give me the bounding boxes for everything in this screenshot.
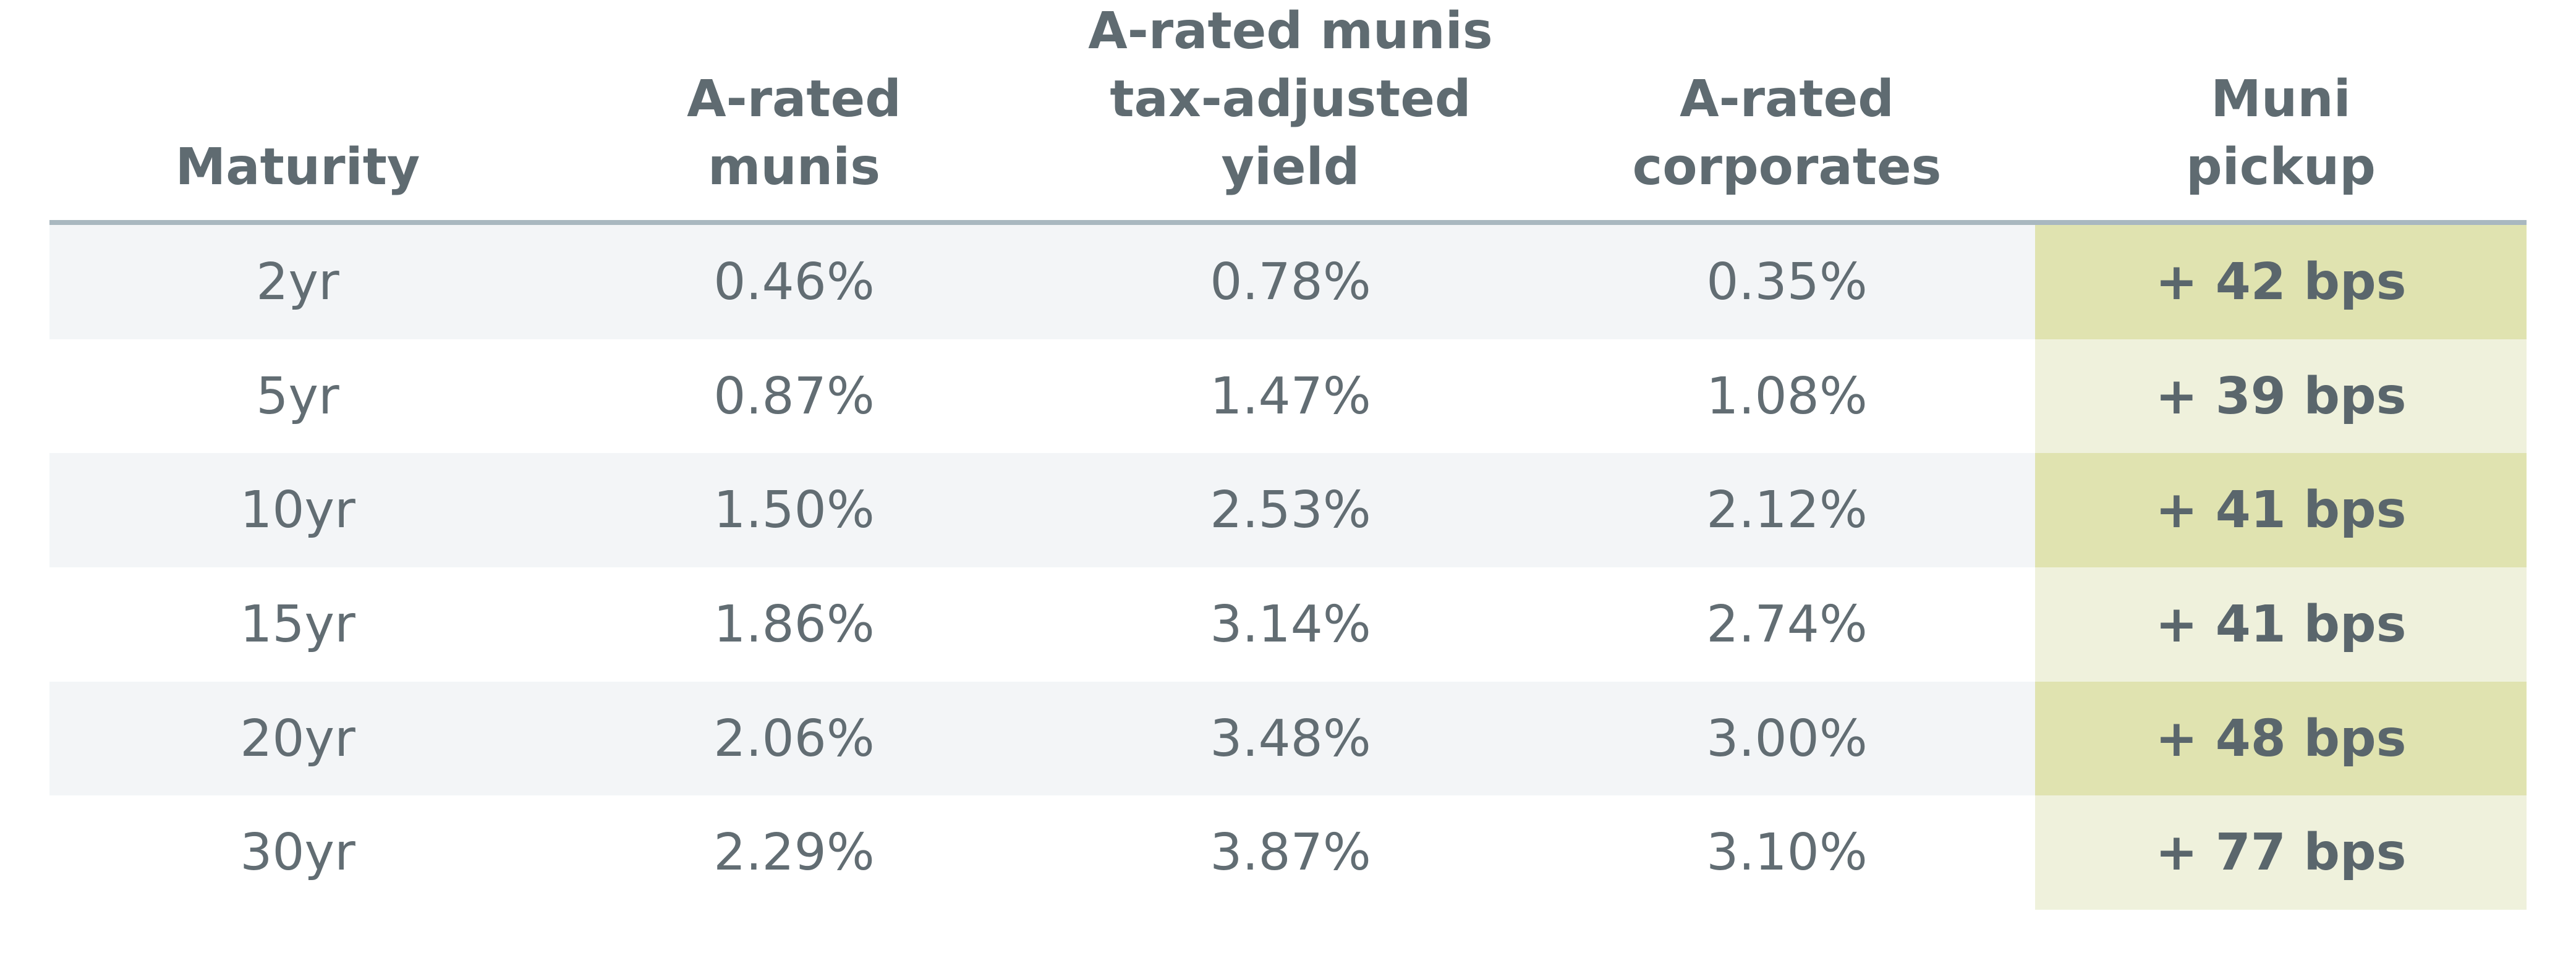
header-maturity: Maturity [175,138,420,197]
yield-comparison-table: Maturity A-rated munis A-rated munis tax… [49,0,2527,910]
muni-pickup-cell: + 77 bps [2035,795,2527,910]
muni-pickup-cell: + 41 bps [2035,453,2527,568]
header-a-rated-corporates: A-rated corporates [1632,70,1942,197]
corporate-yield-cell: 1.08% [1706,366,1868,426]
table-row: 2yr 0.46% 0.78% 0.35% + 42 bps [49,225,2527,339]
tax-adjusted-yield-cell: 1.47% [1210,366,1371,426]
tax-adjusted-yield-cell: 3.87% [1210,823,1371,883]
corporate-yield-cell: 2.12% [1706,481,1868,540]
muni-yield-cell: 1.50% [713,481,875,540]
maturity-cell: 10yr [240,481,355,540]
muni-pickup-cell: + 39 bps [2035,339,2527,454]
maturity-cell: 20yr [240,709,355,768]
muni-yield-cell: 0.46% [713,252,875,311]
table-row: 15yr 1.86% 3.14% 2.74% + 41 bps [49,567,2527,682]
header-muni-pickup: Muni pickup [2185,70,2376,197]
tax-adjusted-yield-cell: 0.78% [1210,252,1371,311]
maturity-cell: 30yr [240,823,355,883]
tax-adjusted-yield-cell: 3.14% [1210,595,1371,654]
table-header-row: Maturity A-rated munis A-rated munis tax… [49,0,2527,225]
header-tax-adjusted-yield: A-rated munis tax-adjusted yield [1088,2,1493,197]
corporate-yield-cell: 3.10% [1706,823,1868,883]
maturity-cell: 15yr [240,595,355,654]
tax-adjusted-yield-cell: 2.53% [1210,481,1371,540]
table-row: 20yr 2.06% 3.48% 3.00% + 48 bps [49,681,2527,796]
header-a-rated-munis: A-rated munis [687,70,901,197]
maturity-cell: 2yr [256,252,339,311]
muni-yield-cell: 2.06% [713,709,875,768]
muni-yield-cell: 2.29% [713,823,875,883]
muni-yield-cell: 1.86% [713,595,875,654]
muni-yield-cell: 0.87% [713,366,875,426]
corporate-yield-cell: 3.00% [1706,709,1868,768]
corporate-yield-cell: 2.74% [1706,595,1868,654]
tax-adjusted-yield-cell: 3.48% [1210,709,1371,768]
muni-pickup-cell: + 41 bps [2035,567,2527,682]
corporate-yield-cell: 0.35% [1706,252,1868,311]
maturity-cell: 5yr [256,366,339,426]
muni-pickup-cell: + 42 bps [2035,225,2527,339]
table-row: 5yr 0.87% 1.47% 1.08% + 39 bps [49,339,2527,454]
table-row: 30yr 2.29% 3.87% 3.10% + 77 bps [49,795,2527,910]
table-row: 10yr 1.50% 2.53% 2.12% + 41 bps [49,453,2527,568]
muni-pickup-cell: + 48 bps [2035,681,2527,796]
